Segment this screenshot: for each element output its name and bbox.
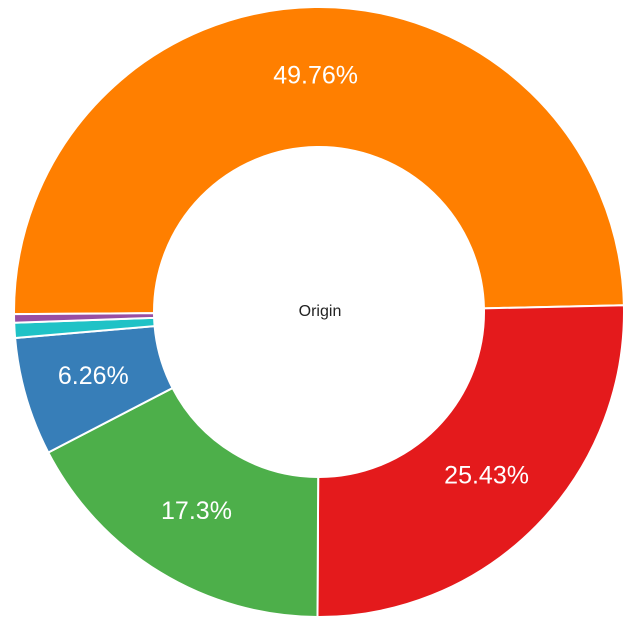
slice-label: 6.26% — [58, 362, 129, 390]
donut-slice — [13, 6, 625, 316]
center-label: Origin — [299, 303, 342, 320]
donut-slice — [46, 386, 320, 619]
donut-slice — [13, 312, 156, 324]
slice-label: 25.43% — [444, 461, 529, 489]
slice-label: 49.76% — [273, 62, 358, 90]
slice-label: 17.3% — [161, 497, 232, 525]
donut-slice — [316, 304, 625, 618]
